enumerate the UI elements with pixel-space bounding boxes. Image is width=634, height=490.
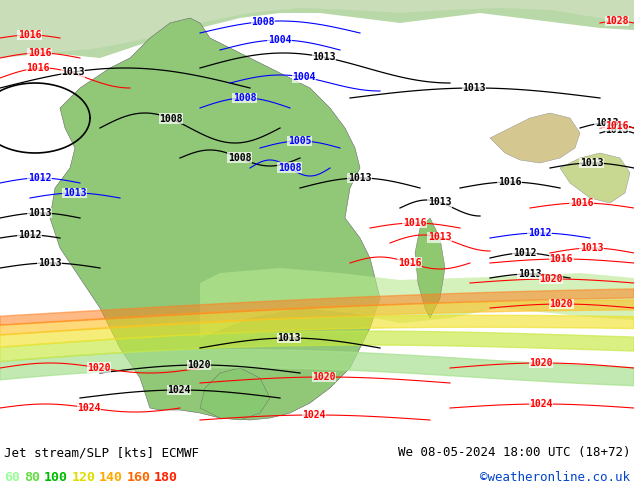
Text: 1020: 1020	[529, 358, 553, 368]
Text: 1020: 1020	[87, 363, 111, 373]
Text: 80: 80	[24, 470, 40, 484]
Text: 1005: 1005	[288, 136, 311, 146]
Text: 1016: 1016	[570, 198, 593, 208]
Text: 1008: 1008	[159, 114, 183, 124]
Text: 1016: 1016	[498, 177, 521, 187]
Text: 1013: 1013	[347, 173, 371, 183]
Polygon shape	[0, 0, 634, 58]
Text: 60: 60	[4, 470, 20, 484]
Text: 1004: 1004	[292, 72, 316, 82]
Text: 1016: 1016	[398, 258, 421, 268]
Text: 1013: 1013	[312, 52, 335, 62]
Text: 120: 120	[72, 470, 96, 484]
Text: 1024: 1024	[302, 410, 326, 420]
Text: 1013: 1013	[462, 83, 486, 93]
Text: 1020: 1020	[312, 372, 335, 382]
Text: We 08-05-2024 18:00 UTC (18+72): We 08-05-2024 18:00 UTC (18+72)	[398, 446, 630, 459]
Text: 1013: 1013	[595, 118, 619, 128]
Text: 1013: 1013	[428, 197, 451, 207]
Text: 1016: 1016	[403, 218, 426, 228]
Text: 1013: 1013	[63, 188, 86, 198]
Text: 1020: 1020	[550, 299, 573, 309]
Text: 1008: 1008	[278, 163, 301, 173]
Text: 1012: 1012	[28, 173, 51, 183]
Text: 1024: 1024	[77, 403, 101, 413]
Text: Jet stream/SLP [kts] ECMWF: Jet stream/SLP [kts] ECMWF	[4, 446, 199, 459]
Text: 1013: 1013	[277, 333, 301, 343]
Text: ©weatheronline.co.uk: ©weatheronline.co.uk	[480, 470, 630, 484]
Text: 1013: 1013	[605, 125, 628, 135]
Polygon shape	[560, 153, 630, 203]
Text: 1024: 1024	[167, 385, 191, 395]
Polygon shape	[490, 113, 580, 163]
Text: 1016: 1016	[605, 121, 628, 131]
Text: 1016: 1016	[27, 63, 50, 73]
Text: 1016: 1016	[28, 48, 51, 58]
Polygon shape	[200, 368, 270, 420]
Text: 100: 100	[44, 470, 68, 484]
Text: 1016: 1016	[18, 30, 41, 40]
Text: 1013: 1013	[28, 208, 51, 218]
Text: 1013: 1013	[428, 232, 451, 242]
Text: 140: 140	[99, 470, 123, 484]
Text: 1012: 1012	[18, 230, 41, 240]
Text: 1008: 1008	[251, 17, 275, 26]
Text: 1013: 1013	[580, 158, 604, 168]
Text: 160: 160	[127, 470, 150, 484]
Polygon shape	[0, 0, 634, 58]
Text: 1016: 1016	[550, 254, 573, 264]
Text: 1020: 1020	[187, 360, 210, 370]
Text: 1012: 1012	[513, 248, 536, 258]
Polygon shape	[50, 18, 380, 420]
Text: 1013: 1013	[38, 258, 61, 268]
Text: 1020: 1020	[540, 274, 563, 284]
Text: 180: 180	[154, 470, 178, 484]
Text: 1024: 1024	[529, 399, 553, 409]
Polygon shape	[200, 268, 634, 338]
Text: 1012: 1012	[527, 228, 551, 238]
Text: 1013: 1013	[580, 243, 604, 253]
Polygon shape	[415, 218, 445, 318]
Text: 1008: 1008	[228, 153, 251, 163]
Text: 1013: 1013	[61, 67, 85, 77]
Text: 1013: 1013	[518, 269, 541, 279]
Text: 1028: 1028	[605, 16, 628, 26]
Text: 1008: 1008	[233, 93, 256, 103]
Text: 1004: 1004	[268, 35, 291, 45]
